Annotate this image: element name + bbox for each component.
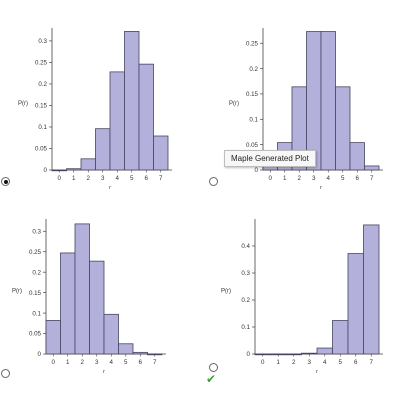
y-axis-label: P(r)	[229, 101, 239, 107]
bar-4	[320, 31, 336, 171]
x-tick-label: 2	[292, 359, 296, 366]
bar-4	[103, 313, 119, 355]
y-tick-label: 0	[44, 167, 48, 174]
y-tick-label: 0.3	[241, 270, 250, 277]
bar-7	[363, 224, 380, 355]
radio-option-a[interactable]	[1, 177, 10, 186]
x-tick-label: 6	[145, 175, 149, 182]
x-tick-label: 1	[66, 359, 70, 366]
y-axis-label: P(r)	[12, 289, 22, 295]
x-tick-label: 6	[139, 359, 143, 366]
x-tick-label: 3	[312, 175, 316, 182]
y-tick-label: 0.05	[246, 142, 259, 149]
x-tick-label: 2	[87, 175, 91, 182]
y-tick-label: 0.2	[249, 66, 258, 73]
bar-5	[332, 320, 349, 355]
bar-3	[89, 260, 105, 355]
y-tick-label: 0.4	[241, 243, 250, 250]
x-tick-label: 1	[283, 175, 287, 182]
bar-7	[364, 165, 380, 171]
bar-6	[132, 351, 148, 355]
x-tick-label: 5	[341, 175, 345, 182]
x-tick-label: 0	[52, 359, 56, 366]
y-tick-label: 0.25	[35, 60, 48, 67]
histogram-option-c: 0 0.05 0.1 0.15 0.2 0.25 0.3 0 1 2 3 4 5 6 7 r P(r)	[12, 219, 166, 375]
y-tick-label: 0.2	[241, 297, 250, 304]
histogram-option-a: 0 0.05 0.1 0.15 0.2 0.25 0.3 0 1 2 3 4 5 6 7 r P(r)	[18, 28, 172, 191]
y-tick-label: 0.15	[29, 290, 42, 297]
y-tick-label: 0.05	[29, 331, 42, 338]
bar-6	[349, 142, 365, 171]
y-tick-label: 0.2	[32, 269, 41, 276]
x-tick-label: 5	[339, 359, 343, 366]
y-tick-label: 0.2	[38, 81, 47, 88]
y-tick-label: 0.3	[38, 38, 47, 45]
y-tick-label: 0.05	[35, 146, 48, 153]
x-tick-label: 3	[95, 359, 99, 366]
x-tick-label: 2	[298, 175, 302, 182]
histogram-option-d: 0 0.1 0.2 0.3 0.4 0 1 2 3 4 5 6 7 r P(r)	[221, 219, 383, 375]
bar-2	[74, 223, 90, 355]
y-tick-label: 0.1	[38, 124, 47, 131]
y-tick-label: 0	[247, 351, 251, 358]
y-tick-label: 0	[255, 167, 259, 174]
x-tick-label: 7	[370, 175, 374, 182]
x-tick-label: 4	[327, 175, 331, 182]
x-tick-label: 1	[277, 359, 281, 366]
x-axis-label: r	[320, 185, 322, 191]
bar-4	[109, 71, 125, 171]
check-icon: ✔	[206, 372, 217, 386]
bar-3	[301, 352, 318, 355]
x-axis-label: r	[109, 185, 111, 191]
x-tick-label: 6	[356, 175, 360, 182]
x-axis-label: r	[316, 369, 318, 375]
plot-tooltip: Maple Generated Plot	[224, 150, 316, 167]
y-tick-label: 0.25	[246, 40, 259, 47]
x-tick-label: 6	[354, 359, 358, 366]
x-tick-label: 5	[124, 359, 128, 366]
radio-option-c[interactable]	[1, 369, 10, 378]
y-tick-label: 0.15	[35, 103, 48, 110]
bar-5	[118, 343, 134, 355]
x-tick-label: 4	[110, 359, 114, 366]
bar-1	[60, 252, 76, 355]
x-tick-label: 7	[370, 359, 374, 366]
bar-2	[80, 158, 96, 171]
y-axis-label: P(r)	[221, 289, 231, 295]
bar-5	[124, 31, 140, 171]
x-tick-label: 7	[159, 175, 163, 182]
bar-7	[153, 135, 169, 171]
bar-3	[95, 128, 111, 171]
bar-6	[347, 253, 364, 355]
x-tick-label: 2	[81, 359, 85, 366]
radio-option-b[interactable]	[209, 177, 218, 186]
bar-6	[138, 63, 154, 171]
x-tick-label: 4	[116, 175, 120, 182]
histogram-option-b: 0 0.05 0.1 0.15 0.2 0.25 0 1 2 3 4 5 6 7 r P(r)	[229, 28, 383, 191]
y-tick-label: 0	[38, 351, 42, 358]
bar-5	[335, 86, 351, 171]
x-tick-label: 3	[308, 359, 312, 366]
y-axis-label: P(r)	[18, 101, 28, 107]
y-tick-label: 0.1	[241, 324, 250, 331]
y-tick-label: 0.3	[32, 228, 41, 235]
x-tick-label: 4	[323, 359, 327, 366]
x-tick-label: 1	[72, 175, 76, 182]
x-axis-label: r	[103, 369, 105, 375]
y-tick-label: 0.25	[29, 249, 42, 256]
x-tick-label: 7	[153, 359, 157, 366]
x-tick-label: 5	[130, 175, 134, 182]
radio-option-d[interactable]	[209, 363, 218, 372]
x-tick-label: 0	[269, 175, 273, 182]
y-tick-label: 0.1	[249, 116, 258, 123]
y-tick-label: 0.15	[246, 91, 259, 98]
x-tick-label: 0	[58, 175, 62, 182]
y-tick-label: 0.1	[32, 310, 41, 317]
bar-0	[45, 320, 61, 355]
bar-4	[316, 347, 333, 355]
bar-1	[66, 168, 82, 171]
x-tick-label: 3	[101, 175, 105, 182]
x-tick-label: 0	[261, 359, 265, 366]
